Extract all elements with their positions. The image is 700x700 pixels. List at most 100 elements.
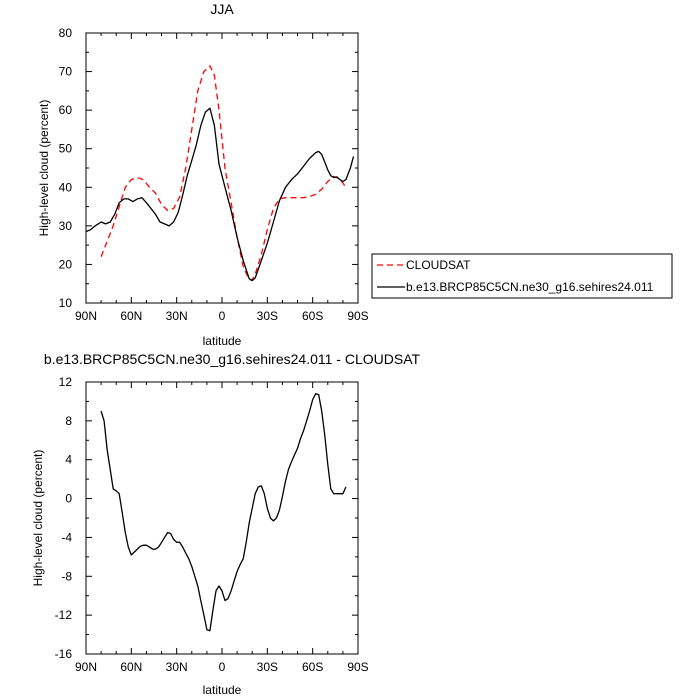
bottom-series-0-point [303, 430, 304, 431]
top-series-1-point [297, 173, 298, 174]
top-series-1-point [110, 221, 111, 222]
bottom-series-0-point [149, 547, 150, 548]
top-series-1-point [146, 202, 147, 203]
bottom-series-0-point [324, 435, 325, 436]
top-y-tick-label: 30 [59, 219, 73, 233]
top-plot-frame [85, 32, 359, 304]
top-y-tick-label: 20 [59, 257, 73, 271]
top-series-0-point [197, 90, 198, 91]
top-series-1-point [187, 175, 188, 176]
bottom-series-0-point [164, 537, 165, 538]
top-series-1-point [285, 187, 286, 188]
bottom-series-0-point [182, 547, 183, 548]
bottom-series-0-point [312, 399, 313, 400]
top-series-0-point [161, 204, 162, 205]
bottom-series-0-point [206, 629, 207, 630]
top-series-0-point [113, 225, 114, 226]
top-series-1-point [164, 223, 165, 224]
top-series-1-point [119, 202, 120, 203]
bottom-panel: b.e13.BRCP85C5CN.ne30_g16.sehires24.011 … [31, 351, 421, 697]
bottom-series-0-point [176, 542, 177, 543]
bottom-series-0-point [342, 493, 343, 494]
top-x-tick-label: 90S [347, 309, 368, 323]
top-series-1-point [132, 201, 133, 202]
top-x-axis-label: latitude [203, 334, 242, 348]
top-series-1-point [182, 194, 183, 195]
bottom-series-0-point [218, 585, 219, 586]
top-x-tick-label: 60S [302, 309, 323, 323]
bottom-series-line-0 [100, 393, 347, 632]
top-series-line-0 [100, 65, 347, 281]
bottom-series-0-point [252, 508, 253, 509]
top-series-1-point [273, 221, 274, 222]
legend-label-cloudsat: CLOUDSAT [406, 258, 471, 272]
bottom-series-0-point [237, 571, 238, 572]
bottom-series-0-point [345, 486, 346, 487]
top-series-0-point [185, 167, 186, 168]
top-series-1-point [128, 198, 129, 199]
top-series-1-point [95, 225, 96, 226]
top-series-0-point [345, 187, 346, 188]
bottom-series-0-point [288, 469, 289, 470]
top-series-1-point [85, 231, 86, 232]
bottom-series-0-point [137, 549, 138, 550]
top-series-1-point [303, 166, 304, 167]
top-series-0-point [155, 193, 156, 194]
top-series-0-point [137, 177, 138, 178]
bottom-series-0-point [104, 420, 105, 421]
bottom-series-0-point [279, 510, 280, 511]
top-x-tick-label: 60N [120, 309, 142, 323]
top-series-1-point [339, 179, 340, 180]
bottom-y-tick-label: 8 [65, 414, 72, 428]
top-series-line-1 [85, 107, 355, 282]
top-series-0-point [149, 187, 150, 188]
top-series-1-point [169, 225, 170, 226]
bottom-series-0-point [122, 513, 123, 514]
top-series-1-point [209, 108, 210, 109]
bottom-series-0-point [270, 517, 271, 518]
top-series-0-point [303, 197, 304, 198]
top-series-1-point [261, 260, 262, 261]
top-series-0-point [309, 196, 310, 197]
bottom-x-tick-label: 90N [75, 660, 97, 674]
bottom-series-0-point [339, 493, 340, 494]
top-series-1-point [105, 223, 106, 224]
bottom-series-0-point [306, 420, 307, 421]
top-series-1-point [196, 144, 197, 145]
bottom-y-axis-label: High-level cloud (percent) [31, 450, 45, 587]
top-series-1-point [243, 260, 244, 261]
top-series-0-point [243, 266, 244, 267]
top-series-0-point [255, 274, 256, 275]
bottom-series-0-point [224, 600, 225, 601]
top-series-0-point [167, 210, 168, 211]
top-series-0-point [267, 229, 268, 230]
top-series-0-point [291, 197, 292, 198]
bottom-series-0-point [300, 438, 301, 439]
top-series-0-point [125, 187, 126, 188]
bottom-x-tick-label: 90S [347, 660, 368, 674]
top-series-1-point [114, 214, 115, 215]
bottom-series-0-point [264, 493, 265, 494]
top-series-0-point [209, 65, 210, 66]
bottom-series-0-point [215, 590, 216, 591]
top-series-1-point [324, 162, 325, 163]
top-y-axis-label: High-level cloud (percent) [37, 100, 51, 237]
top-series-1-point [267, 243, 268, 244]
bottom-series-0-point [194, 576, 195, 577]
bottom-series-0-point [285, 481, 286, 482]
top-panel-title: JJA [210, 1, 234, 17]
bottom-series-0-point [131, 554, 132, 555]
bottom-series-0-point [155, 549, 156, 550]
top-series-1-point [90, 229, 91, 230]
bottom-series-0-point [234, 581, 235, 582]
bottom-series-0-point [200, 600, 201, 601]
top-series-1-point [255, 277, 256, 278]
top-series-1-point [150, 208, 151, 209]
top-series-0-point [297, 197, 298, 198]
bottom-series-0-point [146, 545, 147, 546]
bottom-series-0-point [203, 615, 204, 616]
top-series-1-point [249, 278, 250, 279]
top-series-0-point [119, 206, 120, 207]
bottom-series-0-point [119, 493, 120, 494]
